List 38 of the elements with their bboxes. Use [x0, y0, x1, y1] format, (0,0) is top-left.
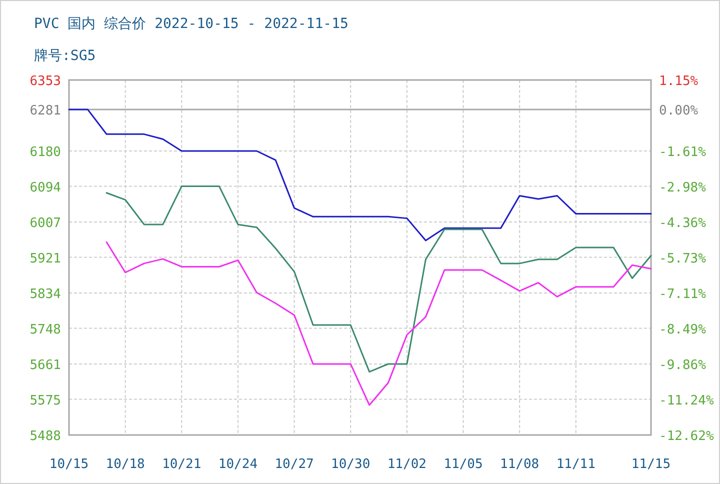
y2-tick-label: -5.73% [659, 251, 706, 266]
x-tick-label: 10/18 [106, 457, 145, 472]
y-tick-label: 5834 [30, 287, 62, 302]
y2-tick-label: -7.11% [659, 286, 706, 302]
y2-tick-label: -11.24% [659, 393, 714, 408]
x-tick-label: 10/24 [218, 457, 258, 472]
x-tick-label: 10/21 [162, 457, 202, 472]
y-tick-label: 6007 [30, 216, 61, 231]
y-tick-label: 6180 [30, 145, 61, 160]
y2-tick-label: -9.86% [659, 358, 706, 373]
chart-subtitle: 牌号:SG5 [34, 48, 96, 64]
chart-title: PVC 国内 综合价 2022-10-15 - 2022-11-15 [34, 16, 348, 32]
y2-tick-label: 1.15% [659, 74, 698, 89]
y2-tick-label: -12.62% [659, 429, 714, 444]
x-tick-label: 11/11 [556, 457, 596, 472]
x-tick-label: 10/15 [49, 457, 89, 472]
y-tick-label: 5575 [30, 393, 61, 408]
x-tick-label: 11/02 [387, 457, 427, 472]
y-tick-label: 6281 [30, 104, 61, 119]
y2-tick-label: 0.00% [659, 104, 698, 119]
y2-tick-label: -1.61% [659, 145, 706, 160]
y2-tick-label: -8.49% [659, 322, 706, 338]
y-tick-label: 5748 [30, 322, 61, 338]
y-tick-label: 5661 [30, 358, 61, 373]
y2-tick-label: -2.98% [659, 180, 706, 196]
y2-tick-label: -4.36% [659, 216, 706, 232]
y-tick-label: 5488 [30, 429, 61, 444]
x-tick-label: 11/05 [444, 457, 483, 472]
x-tick-label: 11/08 [500, 457, 540, 472]
x-tick-label: 11/15 [631, 457, 671, 472]
y-tick-label: 6353 [30, 74, 61, 89]
x-tick-label: 10/30 [331, 457, 370, 472]
y-tick-label: 5921 [30, 251, 61, 266]
line-series [106, 241, 652, 406]
line-series [106, 186, 652, 373]
y-tick-label: 6094 [30, 180, 62, 196]
line-series [68, 108, 652, 242]
x-tick-label: 10/27 [274, 457, 314, 472]
